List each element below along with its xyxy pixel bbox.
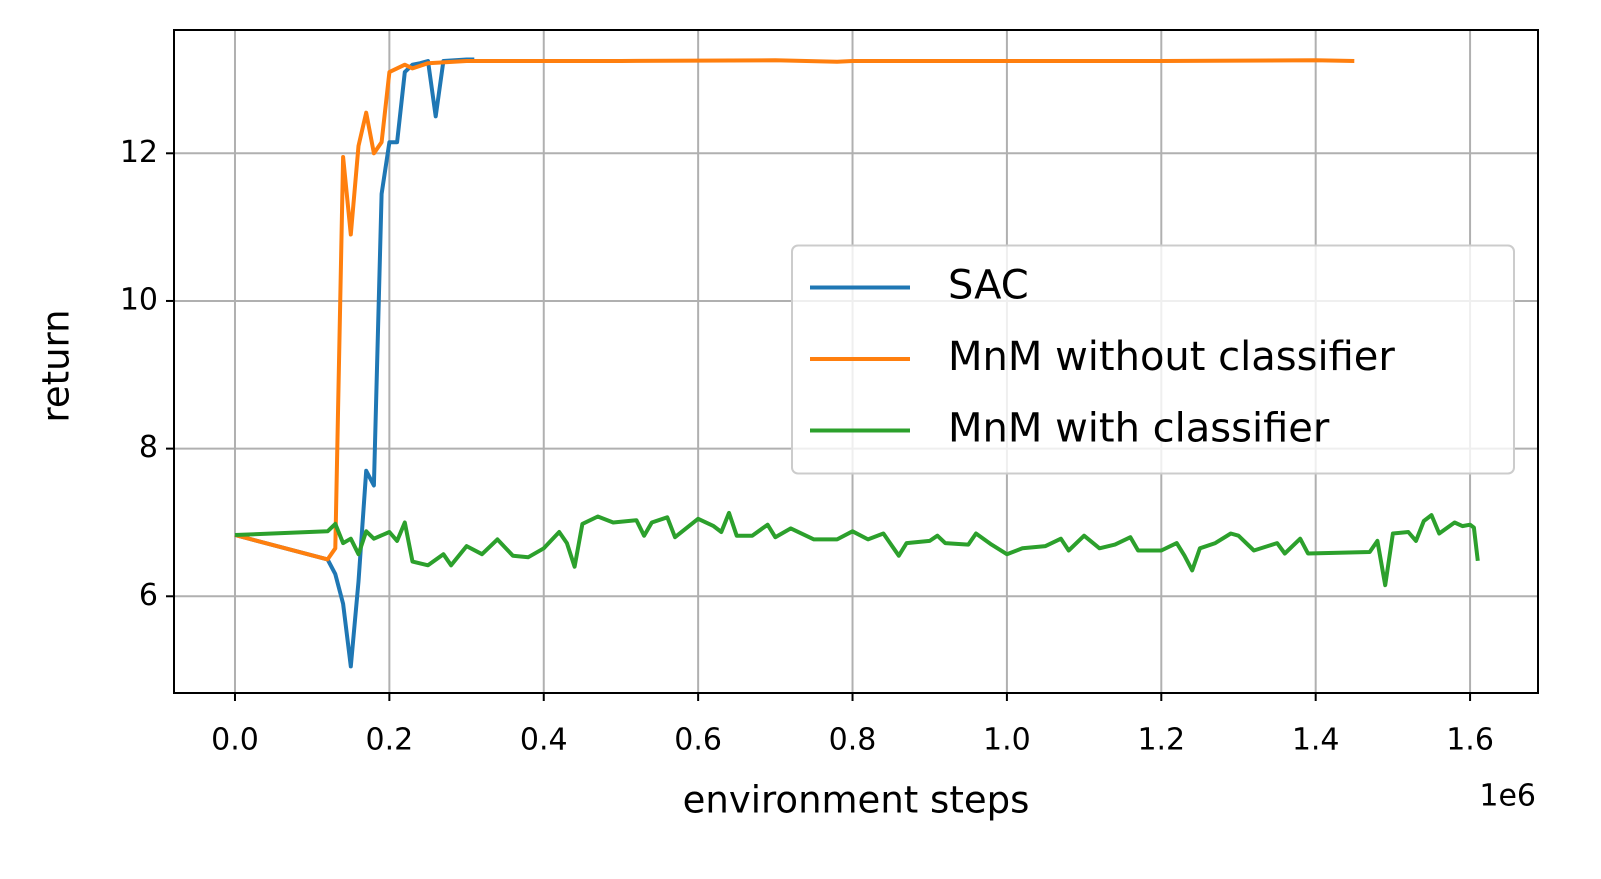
x-tick-label: 1.4 <box>1292 723 1340 758</box>
x-tick-label: 1.6 <box>1446 723 1494 758</box>
legend-box <box>791 244 1515 475</box>
x-tick-label: 1.0 <box>983 723 1031 758</box>
x-tick-label: 0.6 <box>674 723 722 758</box>
x-axis-label: environment steps <box>683 779 1030 822</box>
legend-label: MnM with classifier <box>948 406 1330 452</box>
plot-lines <box>234 57 1480 669</box>
series-line <box>234 58 1355 562</box>
plot-frame <box>173 29 1539 694</box>
y-tick-label: 8 <box>139 430 158 465</box>
y-tick-label: 6 <box>139 578 158 613</box>
y-tick-label: 10 <box>120 282 158 317</box>
x-offset-label: 1e6 <box>1479 779 1536 814</box>
x-tick-label: 0.2 <box>366 723 414 758</box>
x-tick-label: 0.4 <box>520 723 568 758</box>
x-tick-label: 1.2 <box>1137 723 1185 758</box>
y-tick-label: 12 <box>120 135 158 170</box>
series-line <box>234 57 475 669</box>
x-tick-label: 0.0 <box>211 723 259 758</box>
legend-label: MnM without classifier <box>948 334 1395 380</box>
x-tick-label: 0.8 <box>829 723 877 758</box>
series-line <box>234 510 1480 588</box>
legend-label: SAC <box>948 263 1029 309</box>
y-axis-label: return <box>35 309 78 422</box>
